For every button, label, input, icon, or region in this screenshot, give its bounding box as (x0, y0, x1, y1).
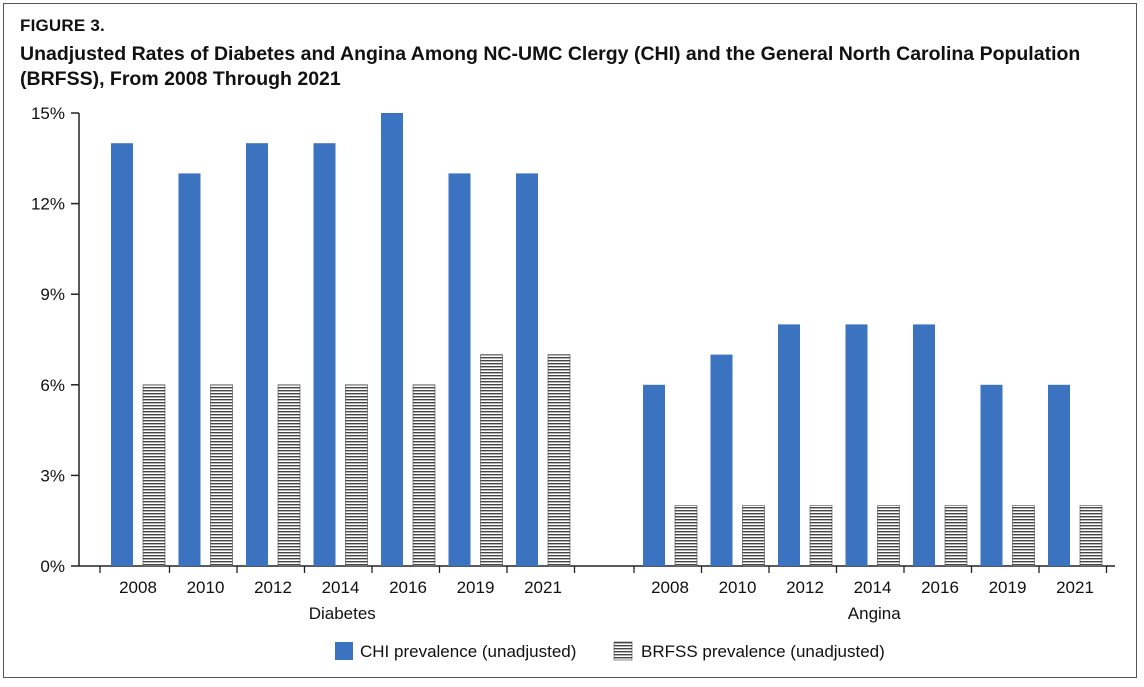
y-tick-label: 6% (40, 376, 65, 395)
x-tick-label: 2021 (1056, 578, 1094, 597)
angina-brfss-bar (742, 505, 765, 567)
legend-label-chi: CHI prevalence (unadjusted) (360, 642, 576, 661)
x-tick-label: 2019 (457, 578, 495, 597)
figure-frame (3, 3, 1137, 678)
x-tick-label: 2008 (651, 578, 689, 597)
angina-brfss-bar (944, 505, 968, 567)
angina-chi-bar (710, 354, 733, 566)
angina-brfss-bar (1012, 505, 1035, 567)
angina-chi-bar (778, 324, 800, 566)
y-tick-label: 3% (40, 466, 65, 485)
chart-legend: CHI prevalence (unadjusted) BRFSS prevale… (335, 641, 885, 661)
x-tick-label: 2010 (187, 578, 225, 597)
diabetes-brfss-bar (547, 354, 571, 567)
x-tick-label: 2019 (989, 578, 1027, 597)
diabetes-brfss-bar (412, 384, 436, 567)
x-tick-label: 2012 (786, 578, 824, 597)
angina-chi-bar (913, 324, 935, 566)
angina-brfss-bar (809, 505, 833, 567)
x-tick-label: 2012 (254, 578, 292, 597)
chart-bars (111, 113, 1103, 567)
diabetes-chi-bar (313, 143, 336, 566)
angina-chi-bar (845, 324, 868, 566)
x-tick-label: 2021 (524, 578, 562, 597)
y-tick-label: 15% (31, 104, 65, 123)
diabetes-chi-bar (111, 143, 133, 566)
x-tick-label: 2014 (854, 578, 892, 597)
group-label: Angina (848, 604, 901, 623)
diabetes-chi-bar (381, 113, 403, 566)
legend-swatch-brfss (613, 641, 633, 661)
diabetes-brfss-bar (142, 384, 166, 567)
legend-swatch-chi (335, 642, 353, 660)
angina-brfss-bar (674, 505, 698, 567)
x-tick-label: 2010 (719, 578, 757, 597)
y-tick-label: 12% (31, 195, 65, 214)
angina-chi-bar (1048, 384, 1070, 566)
diabetes-chi-bar (178, 173, 201, 566)
diabetes-brfss-bar (277, 384, 301, 567)
angina-brfss-bar (877, 505, 900, 567)
chart-labels: 0% 3% 6% 9% 12% 15% 2008 2010 2012 2014 2016 2019 20… (31, 104, 1094, 623)
diabetes-chi-bar (246, 143, 268, 566)
x-tick-label: 2008 (119, 578, 157, 597)
x-tick-label: 2016 (389, 578, 427, 597)
diabetes-brfss-bar (210, 384, 233, 567)
angina-chi-bar (643, 384, 665, 566)
diabetes-brfss-bar (480, 354, 503, 567)
angina-chi-bar (980, 384, 1003, 566)
angina-brfss-bar (1079, 505, 1103, 567)
x-tick-label: 2016 (921, 578, 959, 597)
y-tick-label: 0% (40, 557, 65, 576)
x-tick-label: 2014 (322, 578, 360, 597)
y-tick-label: 9% (40, 285, 65, 304)
diabetes-chi-bar (516, 173, 538, 566)
diabetes-brfss-bar (345, 384, 368, 567)
figure-label: FIGURE 3. (20, 16, 105, 35)
diabetes-chi-bar (448, 173, 471, 566)
group-label: Diabetes (309, 604, 376, 623)
figure-title: Unadjusted Rates of Diabetes and Angina … (20, 43, 1081, 90)
legend-label-brfss: BRFSS prevalence (unadjusted) (641, 642, 885, 661)
